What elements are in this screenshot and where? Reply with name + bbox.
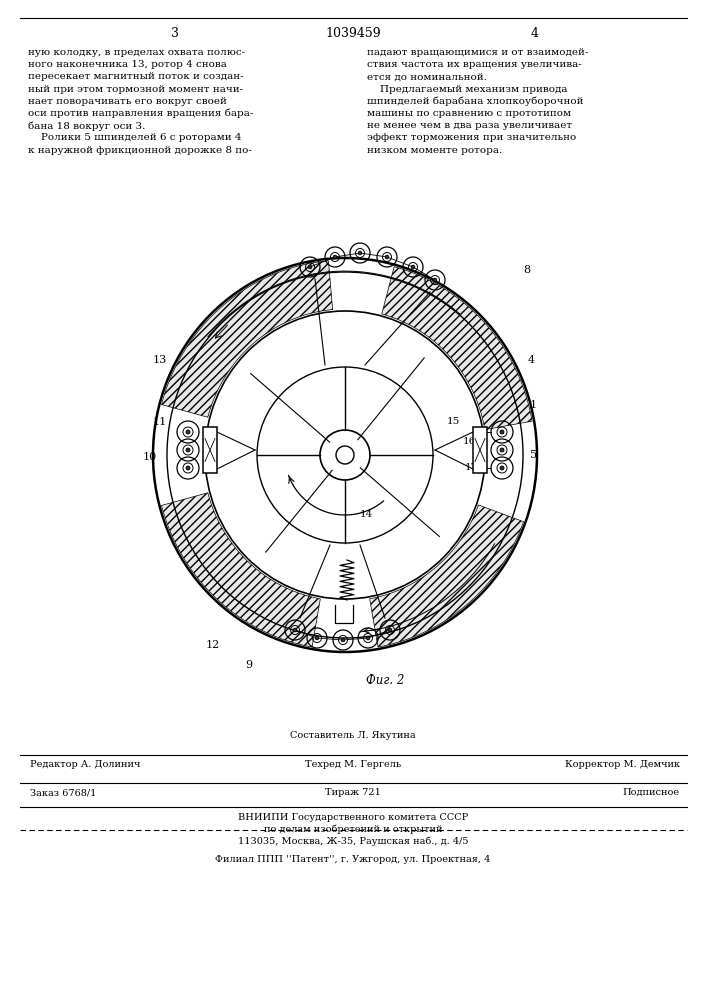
Circle shape	[186, 448, 190, 452]
Text: Техред М. Гергель: Техред М. Гергель	[305, 760, 401, 769]
Text: Тираж 721: Тираж 721	[325, 788, 381, 797]
Text: ВНИИПИ Государственного комитета СССР: ВНИИПИ Государственного комитета СССР	[238, 813, 468, 822]
Text: Заказ 6768/1: Заказ 6768/1	[30, 788, 96, 797]
Text: пересекает магнитный поток и создан-: пересекает магнитный поток и создан-	[28, 72, 244, 81]
Text: 11: 11	[153, 417, 167, 427]
Text: Подписное: Подписное	[623, 788, 680, 797]
Text: Редактор А. Долинич: Редактор А. Долинич	[30, 760, 141, 769]
Text: Корректор М. Демчик: Корректор М. Демчик	[565, 760, 680, 769]
Text: ется до номинальной.: ется до номинальной.	[367, 72, 487, 81]
Circle shape	[500, 466, 504, 470]
Text: Фиг. 2: Фиг. 2	[366, 674, 404, 687]
Text: 8: 8	[523, 265, 530, 275]
Text: Предлагаемый механизм привода: Предлагаемый механизм привода	[367, 85, 568, 94]
Text: 10: 10	[143, 452, 157, 462]
Circle shape	[385, 255, 389, 259]
Circle shape	[500, 430, 504, 434]
Polygon shape	[161, 493, 320, 647]
Text: оси против направления вращения бара-: оси против направления вращения бара-	[28, 109, 253, 118]
Text: 15: 15	[447, 417, 460, 426]
Text: Филиал ППП ''Патент'', г. Ужгород, ул. Проектная, 4: Филиал ППП ''Патент'', г. Ужгород, ул. П…	[216, 855, 491, 864]
Text: шпинделей барабана хлопкоуборочной: шпинделей барабана хлопкоуборочной	[367, 97, 583, 106]
Text: эффект торможения при значительно: эффект торможения при значительно	[367, 133, 576, 142]
Text: ствия частота их вращения увеличива-: ствия частота их вращения увеличива-	[367, 60, 582, 69]
Circle shape	[366, 636, 370, 640]
Circle shape	[433, 278, 437, 282]
Text: 1: 1	[530, 400, 537, 410]
Circle shape	[411, 265, 415, 269]
Text: 12: 12	[206, 640, 220, 650]
Text: 13: 13	[153, 355, 167, 365]
Text: Составитель Л. Якутина: Составитель Л. Якутина	[290, 731, 416, 740]
Text: к наружной фрикционной дорожке 8 по-: к наружной фрикционной дорожке 8 по-	[28, 146, 252, 155]
Text: 113035, Москва, Ж-35, Раушская наб., д. 4/5: 113035, Москва, Ж-35, Раушская наб., д. …	[238, 837, 468, 846]
Text: 5: 5	[530, 450, 537, 460]
Text: 14: 14	[360, 510, 373, 519]
Polygon shape	[370, 505, 524, 647]
Text: по делам изобретений и открытий: по делам изобретений и открытий	[264, 825, 443, 834]
Text: 17: 17	[465, 463, 478, 472]
Text: низком моменте ротора.: низком моменте ротора.	[367, 146, 502, 155]
Text: нает поворачивать его вокруг своей: нает поворачивать его вокруг своей	[28, 97, 227, 106]
Text: не менее чем в два раза увеличивает: не менее чем в два раза увеличивает	[367, 121, 572, 130]
Circle shape	[293, 628, 297, 632]
Text: машины по сравнению с прототипом: машины по сравнению с прототипом	[367, 109, 571, 118]
Circle shape	[333, 255, 337, 259]
Circle shape	[358, 251, 362, 255]
Circle shape	[388, 628, 392, 632]
Text: 4: 4	[531, 27, 539, 40]
Text: ный при этом тормозной момент начи-: ный при этом тормозной момент начи-	[28, 85, 243, 94]
Text: ного наконечника 13, ротор 4 снова: ного наконечника 13, ротор 4 снова	[28, 60, 227, 69]
Bar	[203, 427, 217, 473]
Text: ную колодку, в пределах охвата полюс-: ную колодку, в пределах охвата полюс-	[28, 48, 245, 57]
Text: 16: 16	[463, 437, 477, 446]
Circle shape	[186, 430, 190, 434]
Circle shape	[186, 466, 190, 470]
Text: 1039459: 1039459	[325, 27, 381, 40]
Text: 4: 4	[528, 355, 535, 365]
Circle shape	[341, 638, 345, 642]
Text: бана 18 вокруг оси 3.: бана 18 вокруг оси 3.	[28, 121, 146, 131]
Circle shape	[500, 448, 504, 452]
Text: Ролики 5 шпинделей 6 с роторами 4: Ролики 5 шпинделей 6 с роторами 4	[28, 133, 242, 142]
Text: 9: 9	[245, 660, 252, 670]
Text: падают вращающимися и от взаимодей-: падают вращающимися и от взаимодей-	[367, 48, 588, 57]
Circle shape	[315, 636, 319, 640]
Circle shape	[308, 265, 312, 269]
Text: 3: 3	[171, 27, 179, 40]
Polygon shape	[161, 261, 332, 417]
Polygon shape	[382, 267, 532, 430]
Bar	[473, 427, 487, 473]
